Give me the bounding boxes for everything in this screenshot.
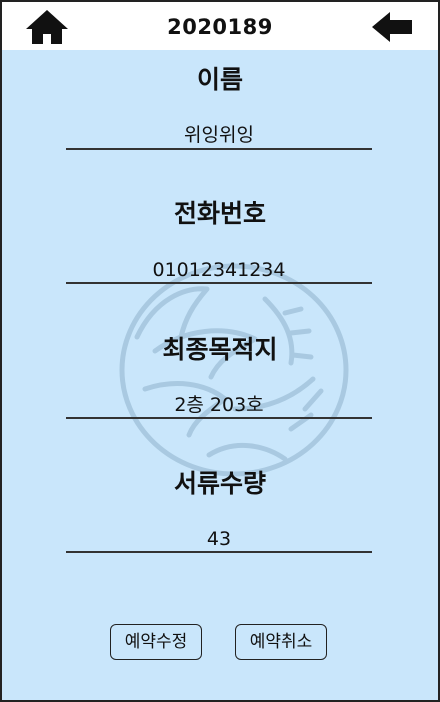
watermark-logo [119,263,349,477]
phone-underline [66,282,372,284]
back-arrow-icon [372,12,412,42]
back-button[interactable] [370,10,414,44]
document-count-underline [66,551,372,553]
phone-value[interactable]: 01012341234 [152,259,286,281]
home-icon [26,10,68,44]
header-bar: 2020189 [2,2,438,50]
cancel-reservation-button[interactable]: 예약취소 [235,624,327,660]
name-value[interactable]: 위잉위잉 [184,124,254,146]
field-label-destination: 최종목적지 [162,335,278,364]
destination-value[interactable]: 2층 203호 [174,394,264,416]
home-button[interactable] [24,8,70,46]
field-label-document-count: 서류수량 [173,469,266,498]
edit-reservation-button[interactable]: 예약수정 [110,624,202,660]
field-label-name: 이름 [196,65,243,94]
destination-underline [66,417,372,419]
page-title: 2020189 [167,15,273,39]
field-label-phone: 전화번호 [173,199,266,228]
name-underline [66,148,372,150]
document-count-value[interactable]: 43 [206,528,232,550]
